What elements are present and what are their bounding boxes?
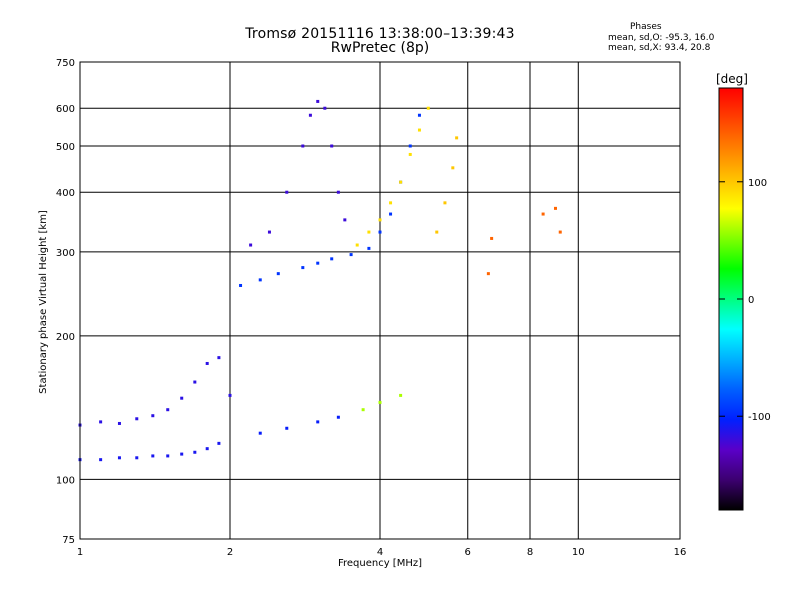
data-point: [408, 144, 412, 148]
data-point: [180, 396, 184, 400]
x-tick-label: 10: [572, 547, 585, 558]
echo-points: [78, 99, 562, 462]
data-point: [367, 230, 371, 234]
y-tick-label: 300: [56, 248, 75, 259]
data-point: [455, 136, 459, 140]
data-point: [378, 400, 382, 404]
data-point: [217, 441, 221, 445]
x-axis-ticks: 1 2 4 6 8 10 16: [77, 547, 687, 558]
phase-stats-heading: Phases: [630, 22, 662, 32]
data-point: [135, 456, 139, 460]
data-point: [205, 447, 209, 451]
data-point: [316, 99, 320, 103]
data-point: [228, 393, 232, 397]
data-point: [330, 144, 334, 148]
data-point: [355, 243, 359, 247]
data-point: [301, 144, 305, 148]
data-point: [135, 417, 139, 421]
data-point: [443, 201, 447, 205]
data-point: [316, 261, 320, 265]
x-tick-label: 4: [377, 547, 383, 558]
data-point: [399, 393, 403, 397]
data-point: [193, 380, 197, 384]
data-point: [378, 230, 382, 234]
y-tick-label: 500: [56, 142, 75, 153]
phase-stats-o-mode: mean, sd,O: -95.3, 16.0: [608, 33, 715, 43]
data-point: [205, 361, 209, 365]
x-tick-label: 2: [227, 547, 233, 558]
y-axis-ticks: 75 100 200 300 400 500 600 750: [56, 58, 75, 546]
data-point: [249, 243, 253, 247]
data-point: [343, 218, 347, 222]
data-point: [308, 113, 312, 117]
colorbar-tick-label: -100: [748, 412, 771, 423]
colorbar-ticks: 100 0 -100: [719, 178, 771, 423]
y-tick-label: 200: [56, 332, 75, 343]
phase-stats-x-mode: mean, sd,X: 93.4, 20.8: [608, 43, 711, 53]
data-point: [301, 266, 305, 270]
colorbar-unit-label: [deg]: [716, 72, 748, 86]
data-point: [99, 458, 103, 462]
data-point: [435, 230, 439, 234]
grid-lines: [80, 62, 680, 539]
chart-title: Tromsø 20151116 13:38:00–13:39:43: [245, 26, 515, 42]
data-point: [323, 106, 327, 110]
y-tick-label: 400: [56, 188, 75, 199]
x-tick-label: 6: [465, 547, 471, 558]
data-point: [417, 128, 421, 132]
data-point: [486, 272, 490, 276]
data-point: [367, 246, 371, 250]
x-axis-label: Frequency [MHz]: [338, 558, 422, 569]
data-point: [336, 415, 340, 419]
data-point: [285, 190, 289, 194]
data-point: [117, 456, 121, 460]
data-point: [180, 452, 184, 456]
data-point: [258, 278, 262, 282]
x-tick-label: 8: [527, 547, 533, 558]
data-point: [151, 414, 155, 418]
colorbar-tick-label: 0: [748, 295, 754, 306]
data-point: [117, 421, 121, 425]
plot-frame: [79, 61, 681, 540]
data-point: [99, 420, 103, 424]
data-point: [217, 356, 221, 360]
data-point: [330, 257, 334, 261]
data-point: [276, 272, 280, 276]
data-point: [166, 408, 170, 412]
data-point: [389, 201, 393, 205]
y-tick-label: 600: [56, 104, 75, 115]
y-tick-label: 100: [56, 475, 75, 486]
data-point: [417, 113, 421, 117]
data-point: [378, 218, 382, 222]
data-point: [193, 450, 197, 454]
data-point: [239, 283, 243, 287]
data-point: [267, 230, 271, 234]
x-tick-label: 1: [77, 547, 83, 558]
data-point: [553, 206, 557, 210]
data-point: [451, 166, 455, 170]
data-point: [399, 180, 403, 184]
data-point: [349, 253, 353, 257]
y-axis-label: Stationary phase Virtual Height [km]: [38, 210, 49, 394]
data-point: [316, 420, 320, 424]
data-point: [490, 236, 494, 240]
data-point: [408, 152, 412, 156]
data-point: [541, 212, 545, 216]
data-point: [258, 431, 262, 435]
data-point: [151, 454, 155, 458]
data-point: [361, 408, 365, 412]
data-point: [389, 212, 393, 216]
chart-subtitle: RwPretec (8p): [330, 40, 430, 56]
y-tick-label: 75: [62, 535, 75, 546]
data-point: [558, 230, 562, 234]
colorbar-tick-label: 100: [748, 178, 767, 189]
data-point: [166, 454, 170, 458]
data-point: [285, 426, 289, 430]
data-point: [426, 106, 430, 110]
y-tick-label: 750: [56, 58, 75, 69]
data-point: [336, 190, 340, 194]
x-tick-label: 16: [674, 547, 687, 558]
